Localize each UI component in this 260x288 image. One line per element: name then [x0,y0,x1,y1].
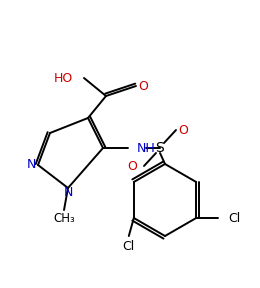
Text: Cl: Cl [228,211,240,225]
Text: NH: NH [137,141,156,154]
Text: CH₃: CH₃ [53,213,75,226]
Text: O: O [138,79,148,92]
Text: S: S [156,141,164,155]
Text: Cl: Cl [123,240,135,253]
Text: O: O [178,124,188,137]
Text: HO: HO [54,71,73,84]
Text: O: O [127,160,137,173]
Text: N: N [27,158,36,171]
Text: N: N [63,185,73,198]
